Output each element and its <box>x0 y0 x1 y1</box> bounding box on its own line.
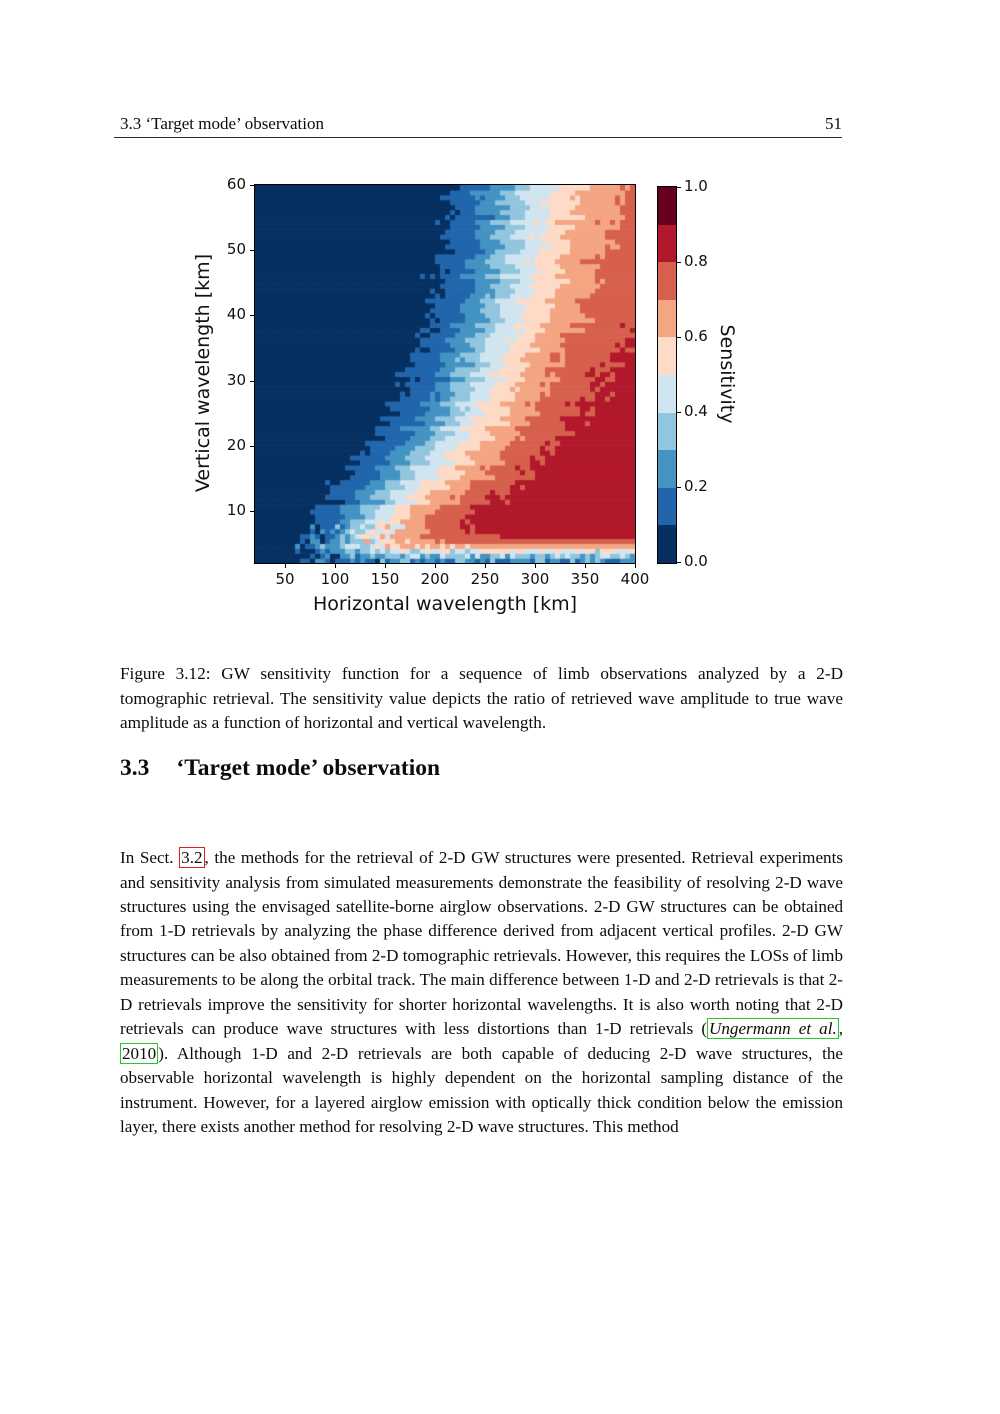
figure-caption: Figure 3.12: GW sensitivity function for… <box>120 662 843 735</box>
x-tick-label: 100 <box>320 570 350 588</box>
citation-author-link[interactable]: Ungermann et al. <box>707 1018 839 1040</box>
section-title: ‘Target mode’ observation <box>176 755 441 781</box>
colorbar-tick-mark <box>677 262 681 263</box>
y-tick-label: 20 <box>226 435 246 454</box>
running-head: 3.3 ‘Target mode’ observation 51 <box>120 114 842 134</box>
colorbar-segment <box>658 374 676 413</box>
x-tick-mark <box>635 564 636 568</box>
x-tick-label: 250 <box>470 570 500 588</box>
y-axis-label: Vertical wavelength [km] <box>192 253 214 493</box>
x-tick-label: 350 <box>570 570 600 588</box>
y-tick-mark <box>250 185 254 186</box>
y-tick-mark <box>250 315 254 317</box>
figure-caption-number: Figure 3.12: <box>120 664 211 684</box>
figure-caption-text: GW sensitivity function for a sequence o… <box>120 664 843 732</box>
y-tick-mark <box>250 445 254 447</box>
y-tick-label: 40 <box>226 305 246 324</box>
colorbar-tick-label: 0.6 <box>684 327 708 345</box>
y-tick-label: 30 <box>226 370 246 389</box>
x-tick-mark <box>285 564 286 568</box>
colorbar-tick-mark <box>677 337 681 338</box>
page-number: 51 <box>825 114 842 133</box>
x-tick-mark <box>485 564 486 568</box>
colorbar-tick-mark <box>677 187 681 188</box>
paragraph-text: , the methods for the retrieval of 2-D G… <box>120 848 843 1039</box>
x-tick-mark <box>435 564 436 568</box>
colorbar <box>657 186 677 564</box>
y-tick-mark <box>250 250 254 252</box>
colorbar-tick-mark <box>677 487 681 488</box>
x-tick-label: 50 <box>275 570 295 588</box>
x-tick-mark <box>335 564 336 568</box>
heatmap-plot-area <box>254 184 636 564</box>
colorbar-segment <box>658 187 676 225</box>
colorbar-segment <box>658 337 676 375</box>
section-ref-link[interactable]: 3.2 <box>179 847 205 869</box>
paragraph-text: , <box>838 1019 843 1039</box>
y-tick-label: 60 <box>226 175 246 193</box>
figure-3-12: Vertical wavelength [km] Horizontal wave… <box>0 0 1000 640</box>
colorbar-tick-label: 0.2 <box>684 477 708 495</box>
citation-year-link[interactable]: 2010 <box>120 1042 159 1064</box>
colorbar-label: Sensitivity <box>716 324 738 424</box>
colorbar-segment <box>658 299 676 338</box>
colorbar-tick-mark <box>677 562 681 563</box>
header-rule <box>114 137 842 139</box>
x-axis-label: Horizontal wavelength [km] <box>312 593 578 615</box>
x-tick-label: 200 <box>420 570 450 588</box>
colorbar-tick-mark <box>677 412 681 413</box>
x-tick-mark <box>535 564 536 568</box>
x-tick-mark <box>385 564 386 568</box>
section-heading: 3.3 ‘Target mode’ observation <box>120 755 440 782</box>
colorbar-tick-label: 0.4 <box>684 402 708 420</box>
running-head-title: 3.3 ‘Target mode’ observation <box>120 114 325 133</box>
x-tick-label: 150 <box>370 570 400 588</box>
x-tick-mark <box>585 564 586 568</box>
colorbar-tick-label: 0.0 <box>684 552 708 570</box>
x-tick-label: 300 <box>520 570 550 588</box>
colorbar-segment <box>658 412 676 451</box>
y-tick-label: 50 <box>226 240 246 259</box>
paragraph-text: In Sect. <box>120 848 180 868</box>
colorbar-tick-label: 1.0 <box>684 177 708 195</box>
colorbar-tick-label: 0.8 <box>684 252 708 270</box>
sensitivity-heatmap-canvas <box>255 185 635 563</box>
colorbar-segment <box>658 224 676 263</box>
x-tick-label: 400 <box>620 570 650 588</box>
y-tick-label: 10 <box>226 500 246 519</box>
y-tick-mark <box>250 380 254 382</box>
colorbar-segment <box>658 450 676 488</box>
colorbar-segment <box>658 525 676 563</box>
paragraph-text: ). Although 1-D and 2-D retrievals are b… <box>120 1043 843 1137</box>
colorbar-segment <box>658 487 676 526</box>
colorbar-segment <box>658 262 676 300</box>
y-tick-mark <box>250 510 254 512</box>
body-paragraph: In Sect. 3.2, the methods for the retrie… <box>120 846 843 1139</box>
section-number: 3.3 <box>120 755 150 781</box>
